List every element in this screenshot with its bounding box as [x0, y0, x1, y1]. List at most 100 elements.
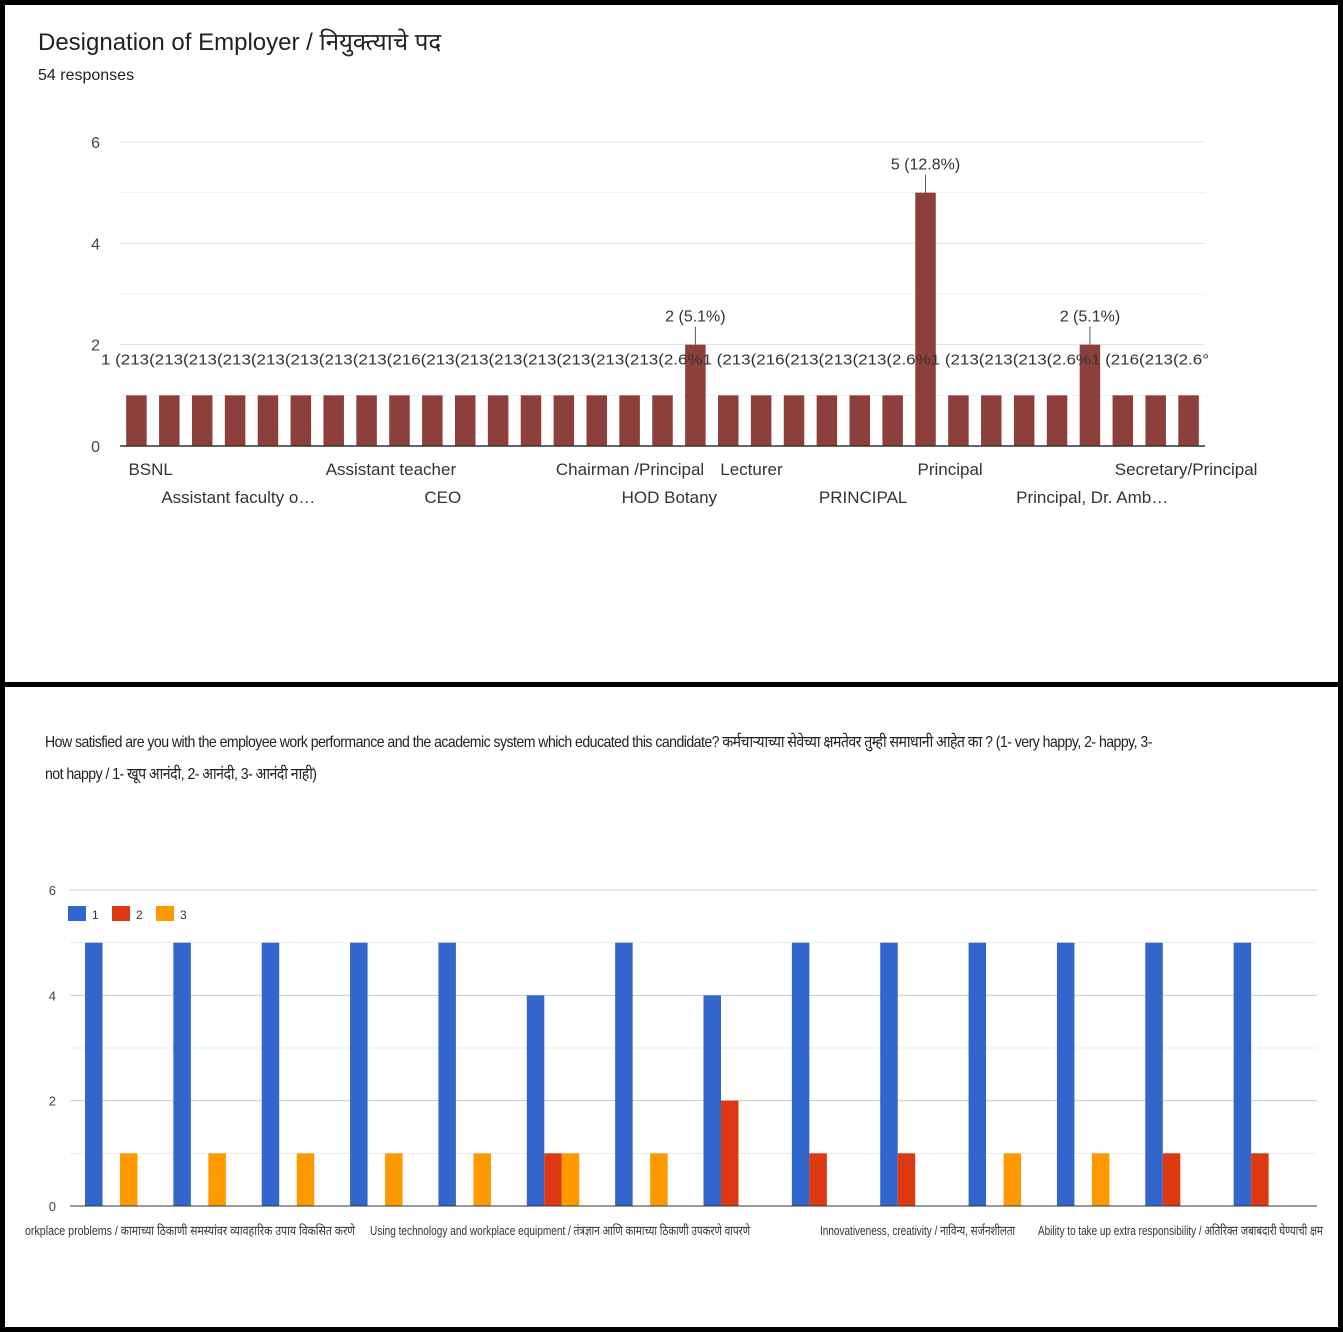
legend-label: 1 — [92, 908, 99, 922]
bar-series-3 — [385, 1153, 403, 1206]
bar — [191, 395, 213, 446]
designation-bar-chart: 0 2 4 6 1 (213(213(213(213(213(213(213(213(2… — [91, 135, 1258, 507]
bar-series-2 — [1162, 1153, 1181, 1206]
bar — [224, 395, 246, 446]
y-tick-label: 0 — [49, 1199, 56, 1214]
bar-series-3 — [120, 1153, 138, 1206]
bar-series-2 — [1251, 1153, 1269, 1206]
bar — [652, 395, 673, 446]
bar-series-3 — [296, 1153, 315, 1206]
legend-swatch — [156, 906, 174, 921]
bar-series-3 — [208, 1153, 226, 1206]
bar — [553, 395, 575, 446]
legend-swatch — [112, 906, 130, 921]
bar-series-1 — [880, 942, 898, 1206]
bar — [487, 395, 509, 446]
chart-panel-satisfaction: How satisfied are you with the employee … — [0, 682, 1343, 1332]
x-tick-label: Lecturer — [720, 460, 783, 479]
x-tick-label: Secretary/Principal — [1115, 460, 1258, 479]
bar-series-2 — [544, 1153, 562, 1206]
bar-series-3 — [1003, 1153, 1022, 1206]
bar — [981, 395, 1002, 446]
chart-panel-designation: Designation of Employer / नियुक्त्याचे प… — [0, 0, 1343, 687]
x-tick-label: Ability to take up extra responsibility … — [1038, 1223, 1323, 1238]
x-tick-label: BSNL — [128, 460, 172, 479]
bar-series-2 — [897, 1153, 916, 1206]
bar — [356, 395, 377, 446]
x-tick-label: Principal, Dr. Amb… — [1016, 488, 1168, 507]
bar — [1145, 395, 1166, 446]
bar-series-1 — [85, 942, 103, 1206]
bar — [586, 395, 607, 446]
x-tick-label: PRINCIPAL — [819, 488, 908, 507]
bar-series-1 — [261, 942, 280, 1206]
bar-series-1 — [1145, 942, 1163, 1206]
bar-series-1 — [350, 942, 368, 1206]
bar — [816, 395, 838, 446]
bar-series-1 — [1056, 942, 1075, 1206]
bar-series-3 — [561, 1153, 580, 1206]
bar — [422, 395, 443, 446]
bar-series-2 — [721, 1100, 739, 1206]
x-tick-label: Principal — [918, 460, 983, 479]
y-tick-label: 4 — [49, 988, 56, 1003]
data-label-row: 1 (213(213(213(213(213(213(213(213(216(2… — [101, 351, 1209, 368]
legend-label: 3 — [180, 908, 187, 922]
bar-series-1 — [438, 942, 456, 1206]
x-tick-label: Assistant teacher — [326, 460, 457, 479]
bar — [1178, 395, 1199, 446]
response-count: 54 responses — [38, 67, 135, 84]
y-tick-label: 6 — [49, 883, 56, 898]
legend-label: 2 — [136, 908, 143, 922]
data-label: 5 (12.8%) — [891, 157, 960, 174]
bar-series-2 — [809, 1153, 827, 1206]
bar-series-1 — [615, 942, 633, 1206]
bar — [685, 344, 706, 446]
bar-series-1 — [1233, 942, 1252, 1206]
bar — [1112, 395, 1134, 446]
y-tick-label: 0 — [91, 439, 100, 456]
bar — [882, 395, 903, 446]
data-label: 2 (5.1%) — [1060, 309, 1120, 326]
chart-title: Designation of Employer / नियुक्त्याचे प… — [38, 29, 442, 56]
bar — [750, 395, 772, 446]
bar — [849, 395, 871, 446]
bar — [257, 395, 279, 446]
bar-series-3 — [473, 1153, 491, 1206]
bar — [783, 395, 805, 446]
x-tick-label: Innovativeness, creativity / नाविन्य, सर… — [820, 1223, 1015, 1238]
bar — [126, 395, 147, 446]
x-tick-label: Assistant faculty o… — [161, 488, 315, 507]
y-tick-label: 2 — [91, 338, 100, 355]
bar — [1046, 395, 1068, 446]
x-tick-label: HOD Botany — [622, 488, 718, 507]
bar — [1079, 344, 1101, 446]
x-tick-label: CEO — [424, 488, 461, 507]
bar-series-1 — [703, 995, 721, 1206]
y-tick-label: 2 — [49, 1094, 56, 1109]
bar-series-3 — [650, 1153, 668, 1206]
data-label: 2 (5.1%) — [665, 309, 725, 326]
bar-series-3 — [1091, 1153, 1110, 1206]
bar — [290, 395, 312, 446]
bar — [619, 395, 640, 446]
legend-swatch — [68, 906, 86, 921]
bar-series-1 — [526, 995, 545, 1206]
bar — [948, 395, 969, 446]
bar — [389, 395, 410, 446]
bar-series-1 — [173, 942, 191, 1206]
chart-title: How satisfied are you with the employee … — [45, 734, 1152, 783]
x-tick-label: orkplace problems / कामाच्या ठिकाणी समस्… — [25, 1223, 355, 1238]
bar — [159, 395, 180, 446]
y-tick-label: 4 — [91, 236, 100, 253]
satisfaction-bar-chart: 0 2 4 6 1 2 3 orkplace problems / कामाच्या ठिका… — [25, 883, 1323, 1238]
x-tick-label: Chairman /Principal — [556, 460, 704, 479]
bar — [323, 395, 344, 446]
bar — [1013, 395, 1035, 446]
x-tick-label: Using technology and workplace equipment… — [370, 1223, 750, 1238]
bar-series-1 — [791, 942, 810, 1206]
bar — [915, 192, 936, 446]
bar — [520, 395, 542, 446]
y-tick-label: 6 — [91, 135, 100, 152]
bar — [718, 395, 739, 446]
